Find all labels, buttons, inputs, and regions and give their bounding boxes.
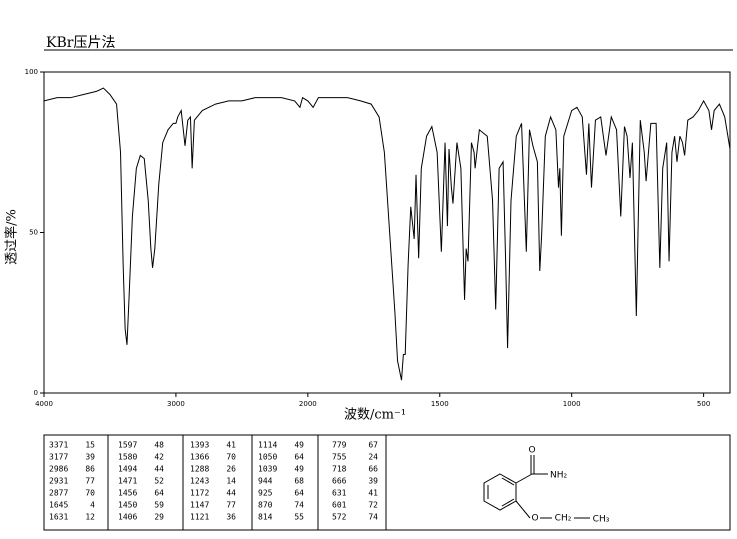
peak-transmittance: 26	[226, 465, 236, 474]
peak-transmittance: 70	[226, 453, 236, 462]
y-tick-label: 0	[34, 389, 38, 397]
x-tick-label: 1000	[563, 400, 581, 408]
peak-wavenumber: 814	[258, 513, 273, 522]
peak-transmittance: 41	[226, 441, 236, 450]
structure-label: CH₂	[555, 514, 572, 524]
peak-transmittance: 49	[294, 441, 304, 450]
peak-transmittance: 41	[368, 489, 378, 498]
peak-transmittance: 74	[368, 513, 378, 522]
peak-wavenumber: 1597	[118, 441, 137, 450]
x-tick-label: 4000	[35, 400, 53, 408]
peak-transmittance: 44	[226, 489, 236, 498]
peak-wavenumber: 870	[258, 501, 273, 510]
peak-transmittance: 70	[85, 489, 95, 498]
x-tick-label: 3000	[167, 400, 185, 408]
peak-wavenumber: 1366	[190, 453, 209, 462]
peak-wavenumber: 1580	[118, 453, 137, 462]
peak-transmittance: 44	[154, 465, 164, 474]
peak-transmittance: 64	[294, 489, 304, 498]
peak-wavenumber: 1406	[118, 513, 137, 522]
peak-transmittance: 68	[294, 477, 304, 486]
spectrum-line	[43, 87, 731, 381]
peak-wavenumber: 1456	[118, 489, 137, 498]
peak-transmittance: 64	[154, 489, 164, 498]
peak-wavenumber: 1631	[49, 513, 68, 522]
peak-wavenumber: 779	[332, 441, 347, 450]
peak-transmittance: 86	[85, 465, 95, 474]
peak-wavenumber: 601	[332, 501, 347, 510]
peak-wavenumber: 925	[258, 489, 273, 498]
x-tick-label: 2000	[299, 400, 317, 408]
peak-transmittance: 74	[294, 501, 304, 510]
peak-transmittance: 55	[294, 513, 304, 522]
peak-wavenumber: 1147	[190, 501, 209, 510]
peak-wavenumber: 3177	[49, 453, 68, 462]
peak-transmittance: 29	[154, 513, 164, 522]
peak-wavenumber: 572	[332, 513, 347, 522]
peak-transmittance: 64	[294, 453, 304, 462]
peak-wavenumber: 2877	[49, 489, 68, 498]
structure-label: O	[531, 514, 538, 524]
peak-wavenumber: 1645	[49, 501, 68, 510]
plot-frame	[43, 71, 731, 394]
y-axis-label: 透过率/%	[4, 209, 20, 265]
structure-drawing	[483, 455, 590, 519]
peak-wavenumber: 1393	[190, 441, 209, 450]
peak-wavenumber: 1471	[118, 477, 137, 486]
peak-wavenumber: 666	[332, 477, 347, 486]
peak-transmittance: 66	[368, 465, 378, 474]
peak-wavenumber: 2931	[49, 477, 68, 486]
peak-transmittance: 48	[154, 441, 164, 450]
peak-wavenumber: 1450	[118, 501, 137, 510]
peak-transmittance: 14	[226, 477, 236, 486]
peak-table-frame	[43, 434, 731, 531]
x-axis-label: 波数/cm⁻¹	[344, 408, 406, 423]
x-tick-label: 500	[697, 400, 710, 408]
peak-transmittance: 15	[85, 441, 95, 450]
peak-transmittance: 4	[90, 501, 95, 510]
peak-transmittance: 52	[154, 477, 164, 486]
structure-label: CH₃	[593, 515, 610, 525]
peak-wavenumber: 1121	[190, 513, 209, 522]
peak-wavenumber: 1494	[118, 465, 137, 474]
peak-wavenumber: 2986	[49, 465, 68, 474]
peak-wavenumber: 1172	[190, 489, 209, 498]
peak-transmittance: 67	[368, 441, 378, 450]
peak-transmittance: 59	[154, 501, 164, 510]
peak-transmittance: 36	[226, 513, 236, 522]
peak-transmittance: 77	[85, 477, 95, 486]
peak-transmittance: 42	[154, 453, 164, 462]
peak-transmittance: 39	[368, 477, 378, 486]
structure-label: O	[528, 446, 535, 456]
peak-wavenumber: 1039	[258, 465, 277, 474]
peak-wavenumber: 944	[258, 477, 273, 486]
peak-wavenumber: 1114	[258, 441, 277, 450]
y-tick-label: 50	[29, 229, 38, 237]
peak-wavenumber: 3371	[49, 441, 68, 450]
peak-transmittance: 77	[226, 501, 236, 510]
peak-wavenumber: 1243	[190, 477, 209, 486]
peak-transmittance: 39	[85, 453, 95, 462]
peak-wavenumber: 1288	[190, 465, 209, 474]
structure-label: NH₂	[550, 471, 568, 481]
peak-transmittance: 72	[368, 501, 378, 510]
peak-wavenumber: 1050	[258, 453, 277, 462]
peak-wavenumber: 718	[332, 465, 347, 474]
peak-wavenumber: 631	[332, 489, 347, 498]
peak-transmittance: 24	[368, 453, 378, 462]
chart-title: KBr压片法	[46, 35, 115, 51]
peak-transmittance: 12	[85, 513, 95, 522]
x-tick-label: 1500	[431, 400, 449, 408]
peak-transmittance: 49	[294, 465, 304, 474]
y-tick-label: 100	[25, 68, 38, 76]
peak-wavenumber: 755	[332, 453, 347, 462]
